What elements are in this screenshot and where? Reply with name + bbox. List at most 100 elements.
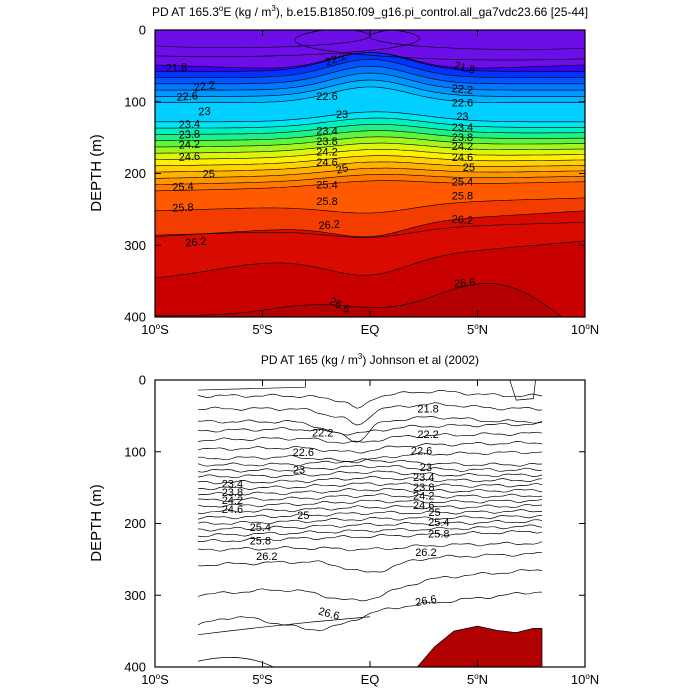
contour-label: 24.2 (178, 139, 200, 152)
x-tick-label: 10oS (141, 322, 169, 337)
contour-label: 23.8 (452, 132, 473, 144)
contour-line (155, 130, 585, 141)
contour-label: 25.4 (316, 179, 337, 191)
x-tick-label: 10oN (571, 672, 599, 687)
top-panel: PD AT 165.3oE (kg / m3), b.e15.B1850.f09… (88, 4, 599, 337)
contour-line (155, 161, 585, 173)
contour-line (294, 30, 585, 61)
contour-label: 21.8 (452, 60, 476, 77)
contour-label: 25.8 (172, 202, 194, 215)
contour-label: 25 (335, 162, 350, 177)
contour-line (155, 65, 585, 85)
contour-label: 23.8 (178, 128, 200, 141)
contour-label: 25 (202, 168, 215, 181)
contour-line (197, 464, 543, 473)
contour-label: 25.4 (428, 517, 449, 529)
contour-line (197, 504, 543, 514)
bottom-title: PD AT 165 (kg / m3) Johnson et al (2002) (261, 352, 479, 367)
contour-label: 25.8 (316, 196, 337, 208)
contour-label: 22.6 (293, 447, 314, 459)
contour-line (197, 657, 274, 667)
contour-line (155, 283, 563, 317)
contour-label: 23.4 (316, 125, 337, 137)
y-tick-label: 200 (124, 166, 146, 181)
contour-label: 23.8 (222, 487, 243, 499)
contour-label: 23.8 (413, 482, 434, 494)
y-tick-label: 0 (139, 373, 146, 388)
contour-label: 22.6 (316, 91, 337, 103)
y-tick-label: 400 (124, 660, 146, 675)
top-filled-contours (155, 30, 585, 317)
contour-label: 26.2 (256, 551, 277, 563)
contour-line (197, 475, 543, 485)
x-tick-label: 5oN (467, 672, 488, 687)
y-tick-label: 100 (124, 444, 146, 459)
top-contour-lines (155, 30, 585, 317)
contour-label: 25 (463, 162, 475, 174)
bottom-x-axis: 10oS 5oS EQ 5oN 10oN (141, 380, 599, 687)
x-tick-label: EQ (361, 322, 380, 337)
contour-line (197, 541, 543, 552)
contour-line (197, 416, 543, 443)
contour-line (197, 515, 543, 525)
y-tick-label: 0 (139, 23, 146, 38)
x-tick-label: EQ (361, 672, 380, 687)
contour-label: 26.2 (451, 214, 473, 228)
top-plot-area (155, 30, 585, 317)
contour-line (197, 487, 543, 496)
contour-line (155, 180, 585, 192)
contour-label: 23.4 (413, 472, 434, 484)
contour-line (155, 222, 585, 238)
shaded-region (416, 625, 543, 667)
contour-line (197, 498, 543, 508)
contour-band (155, 283, 563, 317)
contour-label: 23 (293, 465, 305, 477)
contour-label: 25 (428, 507, 440, 519)
contour-label: 21.8 (417, 404, 438, 416)
contour-label: 22.6 (411, 445, 432, 457)
contour-line (155, 174, 585, 185)
x-tick-label: 10oS (141, 672, 169, 687)
contour-label: 26.6 (453, 277, 475, 291)
bottom-contour-lines (197, 380, 543, 667)
x-tick-label: 5oS (252, 322, 273, 337)
contour-line (197, 380, 306, 391)
contour-line (155, 210, 585, 238)
contour-line (197, 591, 543, 631)
contour-label: 24.6 (316, 157, 337, 169)
contour-line (197, 389, 543, 409)
contour-label: 23 (336, 109, 348, 121)
contour-label: 24.2 (452, 141, 473, 153)
contour-label: 24.2 (222, 495, 243, 507)
contour-label: 26.6 (414, 593, 437, 609)
contour-label: 25 (297, 510, 309, 522)
bottom-plot-area (197, 380, 543, 667)
contour-line (155, 240, 585, 279)
contour-line (197, 524, 543, 538)
contour-line (197, 616, 371, 636)
contour-label: 26.2 (185, 236, 207, 250)
contour-label: 23.4 (222, 478, 243, 490)
top-title: PD AT 165.3oE (kg / m3), b.e15.B1850.f09… (152, 4, 588, 19)
contour-line (197, 551, 543, 573)
contour-label: 24.6 (413, 500, 434, 512)
x-tick-label: 5oN (467, 322, 488, 337)
contour-label: 22.2 (451, 83, 473, 97)
contour-line (155, 86, 585, 103)
contour-line (155, 167, 585, 179)
top-y-axis-label: DEPTH (m) (88, 134, 105, 212)
contour-label: 25.4 (452, 176, 473, 188)
contour-line (198, 450, 543, 464)
bottom-shaded-region (416, 625, 543, 667)
contour-label: 23 (456, 111, 468, 123)
contour-label: 26.6 (317, 606, 341, 623)
contour-line (197, 569, 543, 602)
contour-line (155, 111, 585, 123)
contour-label: 24.2 (413, 491, 434, 503)
top-y-axis: 0 100 200 300 400 (124, 23, 585, 325)
contour-label: 24.6 (222, 504, 243, 516)
contour-line (155, 79, 585, 97)
y-tick-label: 300 (124, 238, 146, 253)
contour-label: 22.6 (176, 90, 198, 104)
contour-line (155, 136, 585, 148)
